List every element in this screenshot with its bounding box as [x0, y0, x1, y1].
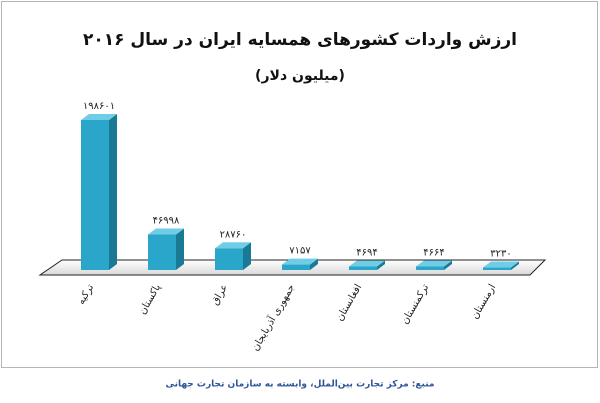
bar	[81, 120, 109, 270]
value-label: ۳۲۳۰	[490, 249, 511, 260]
bar-top	[215, 242, 251, 249]
bar	[148, 234, 176, 270]
chart-subtitle: (میلیون دلار)	[255, 68, 345, 84]
bar-top	[81, 114, 117, 120]
value-label: ۲۸۷۶۰	[220, 229, 247, 240]
value-label: ۱۹۸۶۰۱	[83, 101, 115, 112]
bar-top	[148, 228, 184, 235]
bar-top	[483, 261, 519, 268]
value-label: ۷۱۵۷	[289, 246, 311, 257]
source-note: منبع: مرکز تجارت بین‌الملل، وابسته به سا…	[166, 380, 435, 390]
bar	[282, 264, 310, 270]
bar-top	[349, 260, 385, 267]
bar-top	[282, 258, 318, 265]
bar-side	[243, 242, 251, 270]
bar	[416, 266, 444, 270]
value-label: ۴۶۹۴	[356, 247, 377, 258]
bar	[349, 266, 377, 270]
bar-side	[176, 228, 184, 270]
bar	[215, 248, 243, 270]
value-label: ۴۶۹۹۸	[153, 216, 180, 227]
value-label: ۴۶۶۴	[423, 247, 444, 258]
bar-side	[444, 260, 452, 270]
chart-title: ارزش واردات کشورهای همسایه ایران در سال …	[83, 30, 517, 50]
bar	[483, 267, 511, 270]
bar-side	[511, 261, 519, 270]
bar-side	[310, 258, 318, 270]
bar-side	[109, 114, 117, 270]
bar-side	[377, 260, 385, 270]
bar-top	[416, 260, 452, 267]
